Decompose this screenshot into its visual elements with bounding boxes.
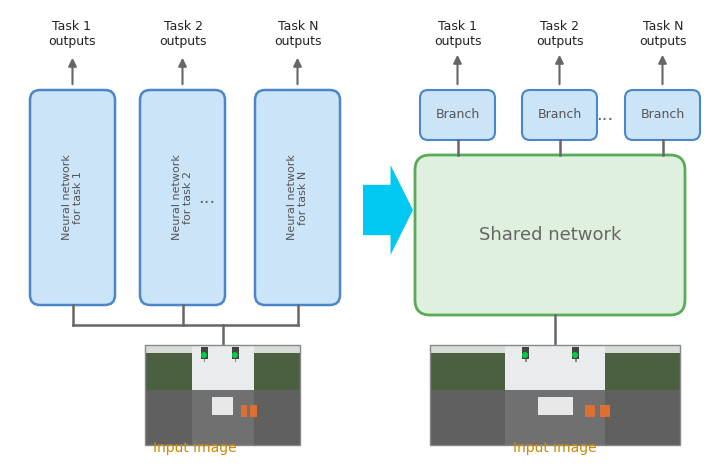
- Circle shape: [201, 352, 207, 358]
- Bar: [145, 345, 300, 390]
- Bar: [192, 345, 253, 390]
- Text: Branch: Branch: [537, 108, 582, 122]
- Bar: [505, 345, 605, 390]
- Bar: [525, 347, 526, 362]
- FancyBboxPatch shape: [30, 90, 115, 305]
- Bar: [204, 347, 205, 362]
- Text: Task N
outputs: Task N outputs: [639, 20, 687, 48]
- Bar: [430, 353, 518, 390]
- Text: Neural network
for task 1: Neural network for task 1: [62, 154, 84, 240]
- Bar: [212, 397, 233, 415]
- Bar: [572, 347, 579, 359]
- Text: Branch: Branch: [640, 108, 685, 122]
- Text: Task N
outputs: Task N outputs: [274, 20, 322, 48]
- Bar: [575, 347, 577, 362]
- Text: Input image: Input image: [513, 441, 597, 455]
- Bar: [600, 405, 610, 417]
- Text: Task 2
outputs: Task 2 outputs: [159, 20, 207, 48]
- Text: Branch: Branch: [436, 108, 480, 122]
- Bar: [232, 347, 239, 359]
- Bar: [241, 405, 247, 417]
- Text: ...: ...: [596, 106, 613, 124]
- Text: ...: ...: [199, 189, 215, 207]
- Bar: [430, 345, 680, 390]
- FancyBboxPatch shape: [420, 90, 495, 140]
- Polygon shape: [363, 165, 413, 255]
- Circle shape: [232, 352, 238, 358]
- Circle shape: [572, 352, 578, 358]
- Bar: [145, 345, 300, 445]
- Bar: [201, 347, 208, 359]
- Bar: [430, 390, 680, 445]
- Bar: [593, 353, 680, 390]
- Text: Neural network
for task N: Neural network for task N: [287, 154, 308, 240]
- Bar: [522, 347, 529, 359]
- Bar: [585, 405, 595, 417]
- FancyBboxPatch shape: [625, 90, 700, 140]
- Text: Task 1
outputs: Task 1 outputs: [434, 20, 482, 48]
- Bar: [246, 353, 300, 390]
- Bar: [505, 390, 605, 445]
- Bar: [430, 345, 680, 445]
- Circle shape: [522, 352, 528, 358]
- Text: Task 2
outputs: Task 2 outputs: [536, 20, 584, 48]
- FancyBboxPatch shape: [522, 90, 597, 140]
- Bar: [251, 405, 256, 417]
- Bar: [192, 390, 253, 445]
- Text: Task 1
outputs: Task 1 outputs: [48, 20, 96, 48]
- Bar: [538, 397, 572, 415]
- FancyBboxPatch shape: [415, 155, 685, 315]
- Text: Shared network: Shared network: [479, 226, 621, 244]
- Text: Input image: Input image: [153, 441, 237, 455]
- FancyBboxPatch shape: [140, 90, 225, 305]
- Bar: [235, 347, 236, 362]
- FancyBboxPatch shape: [255, 90, 340, 305]
- Text: Neural network
for task 2: Neural network for task 2: [171, 154, 193, 240]
- Bar: [145, 353, 199, 390]
- Bar: [145, 390, 300, 445]
